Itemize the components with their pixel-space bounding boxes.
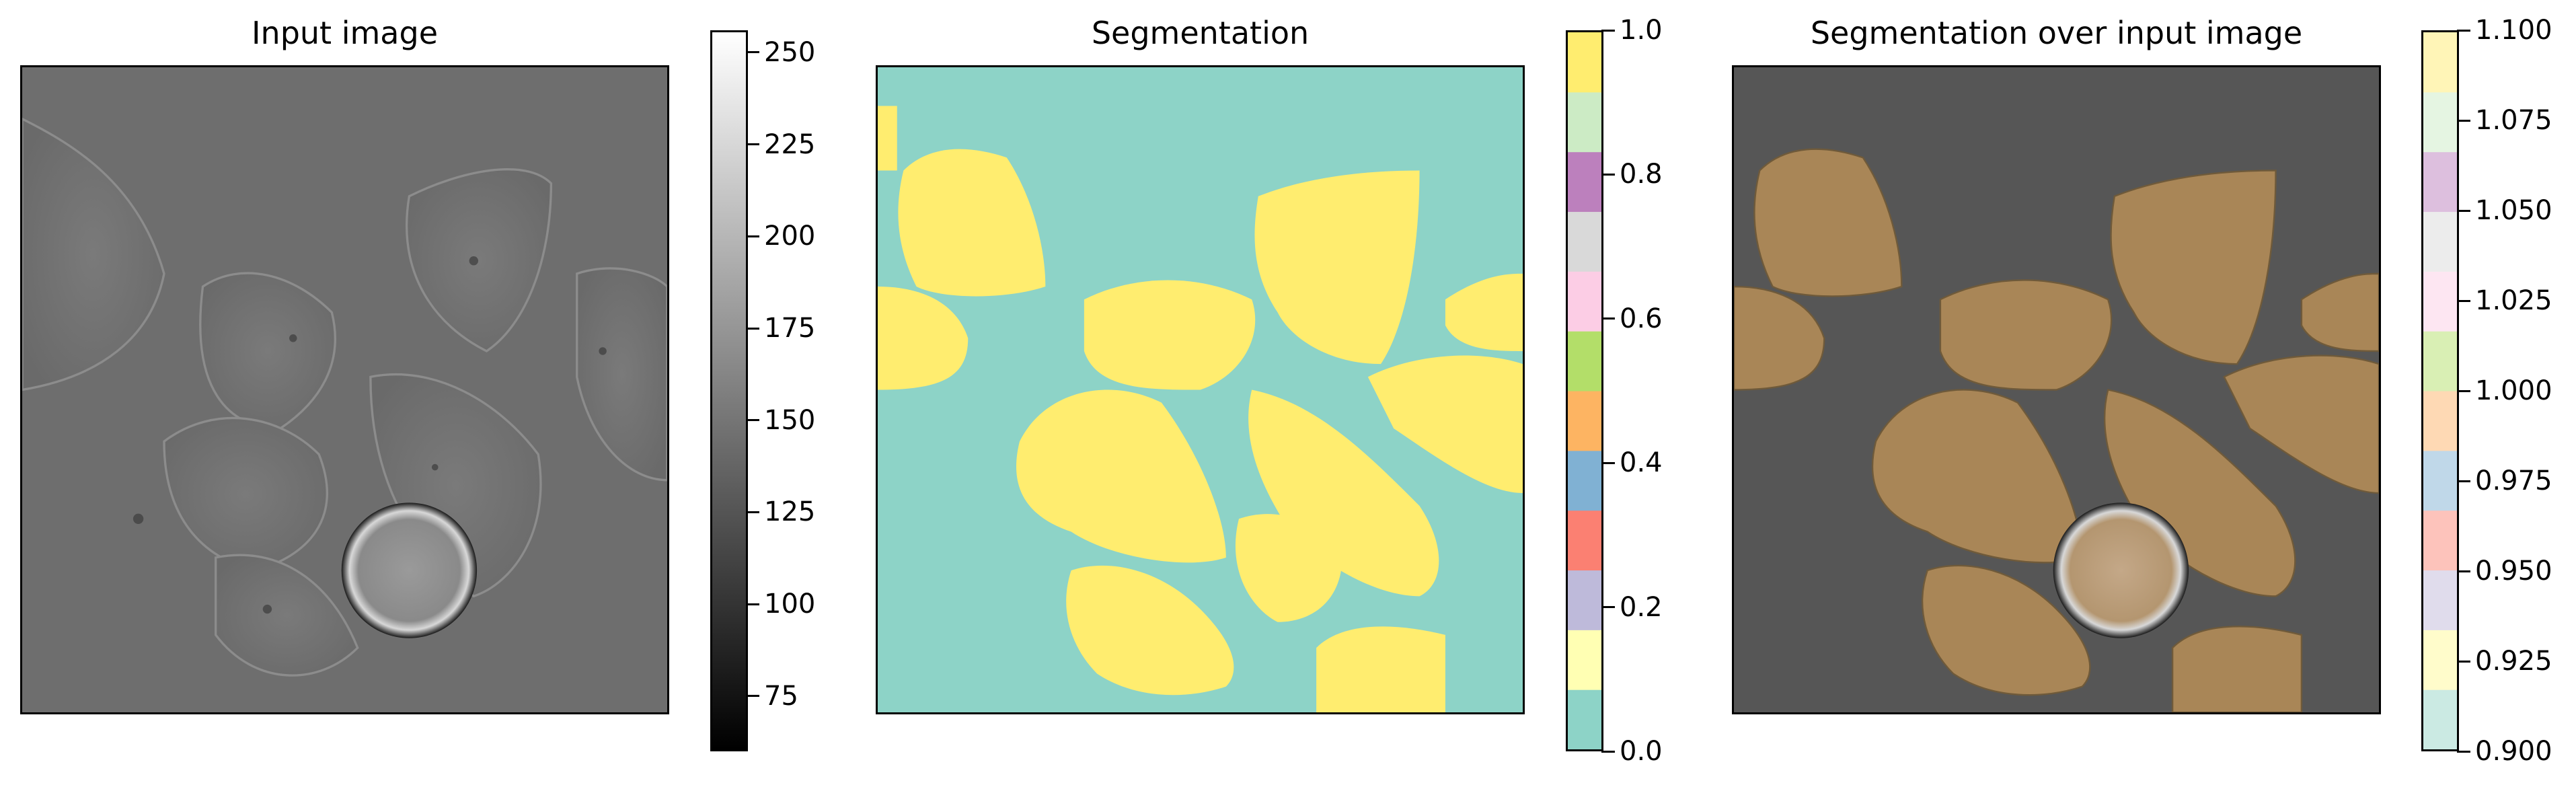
colorbar-band	[2423, 689, 2457, 749]
colorbar-input	[710, 30, 748, 751]
colorbar-tick-label: 175	[764, 313, 816, 344]
colorbar-tick	[746, 143, 759, 146]
colorbar-tick	[1601, 606, 1615, 609]
colorbar-tick-label: 100	[764, 589, 816, 620]
colorbar-tick-label: 0.6	[1620, 303, 1663, 334]
colorbar-overlay	[2421, 30, 2459, 751]
colorbar-band	[2423, 510, 2457, 571]
colorbar-band	[1568, 450, 1601, 511]
colorbar-tick-label: 125	[764, 496, 816, 528]
colorbar-tick	[746, 327, 759, 330]
colorbar-tick	[2457, 480, 2470, 482]
colorbar-band	[2423, 32, 2457, 93]
colorbar-tick-label: 0.4	[1620, 447, 1663, 479]
colorbar-tick-label: 75	[764, 680, 798, 712]
colorbar-tick-label: 225	[764, 128, 816, 160]
colorbar-band	[1568, 91, 1601, 153]
colorbar-tick-label: 0.925	[2475, 646, 2552, 677]
colorbar-tick-label: 1.025	[2475, 285, 2552, 316]
colorbar-tick	[1601, 461, 1615, 464]
panel-title-segmentation: Segmentation	[1091, 15, 1310, 51]
colorbar-tick	[2457, 750, 2470, 753]
colorbar-tick-label: 1.050	[2475, 195, 2552, 226]
colorbar-tick	[746, 51, 759, 54]
colorbar-band	[1568, 211, 1601, 272]
colorbar-tick-label: 250	[764, 36, 816, 68]
colorbar-band	[2423, 570, 2457, 630]
colorbar-tick-label: 200	[764, 221, 816, 252]
colorbar-band	[1568, 331, 1601, 391]
colorbar-tick	[746, 511, 759, 513]
panel-title-input: Input image	[251, 15, 438, 51]
colorbar-tick-label: 1.0	[1620, 15, 1663, 46]
colorbar-tick	[2457, 299, 2470, 302]
colorbar-band	[2423, 391, 2457, 451]
colorbar-band	[2423, 331, 2457, 391]
colorbar-band	[1568, 271, 1601, 332]
colorbar-band	[2423, 450, 2457, 511]
colorbar-band	[2423, 151, 2457, 213]
colorbar-band	[1568, 151, 1601, 213]
overlay-image	[1732, 65, 2381, 714]
colorbar-tick-label: 1.075	[2475, 105, 2552, 136]
colorbar-band	[2423, 630, 2457, 690]
colorbar-tick	[2457, 389, 2470, 392]
colorbar-tick	[2457, 209, 2470, 212]
colorbar-tick-label: 0.975	[2475, 465, 2552, 496]
colorbar-band	[2423, 91, 2457, 153]
colorbar-band	[2423, 271, 2457, 332]
colorbar-tick	[1601, 29, 1615, 32]
colorbar-band	[2423, 211, 2457, 272]
colorbar-band	[1568, 630, 1601, 690]
colorbar-tick-label: 150	[764, 404, 816, 436]
colorbar-tick	[2457, 660, 2470, 663]
colorbar-tick	[746, 603, 759, 605]
colorbar-tick	[746, 419, 759, 422]
colorbar-tick	[2457, 29, 2470, 32]
colorbar-tick-label: 1.000	[2475, 375, 2552, 406]
colorbar-segmentation	[1566, 30, 1603, 751]
colorbar-tick-label: 1.100	[2475, 15, 2552, 46]
colorbar-tick	[2457, 570, 2470, 572]
colorbar-tick	[2457, 119, 2470, 122]
colorbar-band	[1568, 570, 1601, 630]
colorbar-tick	[746, 695, 759, 698]
colorbar-band	[1568, 32, 1601, 93]
colorbar-tick-label: 0.0	[1620, 736, 1663, 767]
colorbar-band	[1568, 689, 1601, 749]
colorbar-tick-label: 0.2	[1620, 591, 1663, 623]
panel-title-overlay: Segmentation over input image	[1810, 15, 2303, 51]
colorbar-band	[1568, 510, 1601, 571]
colorbar-tick-label: 0.900	[2475, 736, 2552, 767]
colorbar-tick-label: 0.8	[1620, 159, 1663, 190]
colorbar-tick	[1601, 750, 1615, 753]
colorbar-tick	[1601, 317, 1615, 320]
input-image	[20, 65, 669, 714]
colorbar-tick	[746, 235, 759, 237]
colorbar-tick	[1601, 173, 1615, 176]
colorbar-tick-label: 0.950	[2475, 556, 2552, 587]
colorbar-band	[1568, 391, 1601, 451]
segmentation-mask	[876, 65, 1525, 714]
